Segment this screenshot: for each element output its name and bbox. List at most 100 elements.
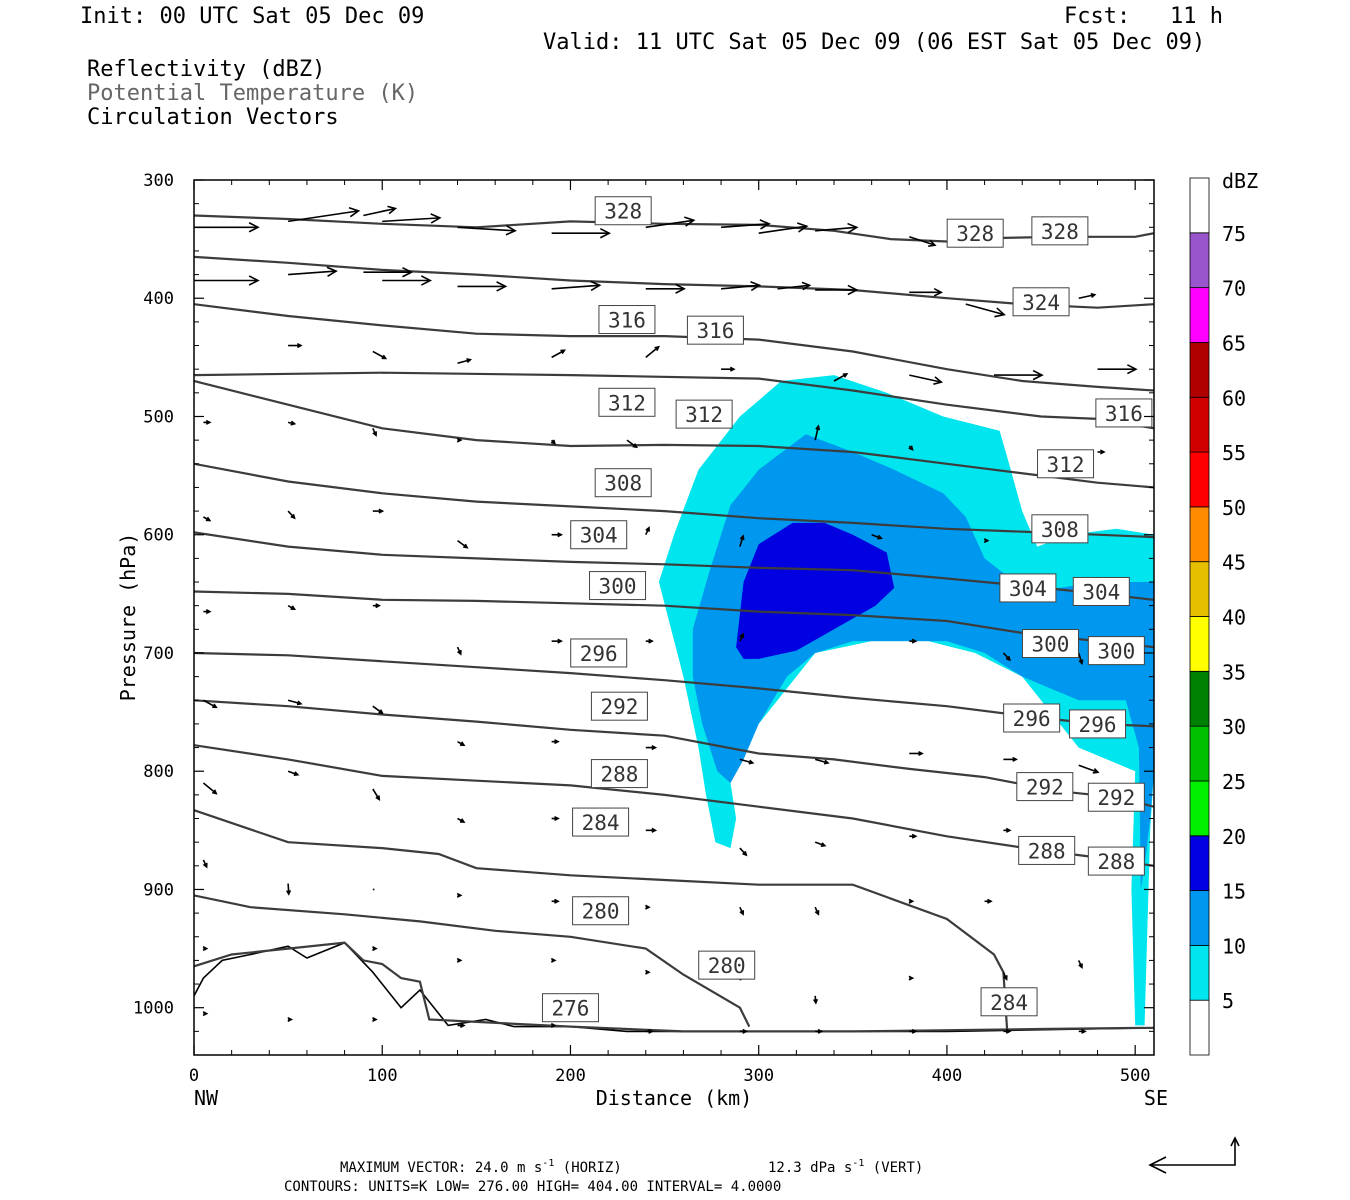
circulation-vector [1078,764,1100,774]
y-tick-label: 900 [143,880,174,900]
y-tick-label: 400 [143,289,174,309]
theta-label-box [1031,514,1089,544]
colorbar-label: 5 [1222,989,1234,1013]
field-label-theta: Potential Temperature (K) [87,81,419,106]
theta-label-box [1018,835,1076,865]
circulation-vector [551,532,564,538]
reflectivity-layer [658,375,1154,1026]
colorbar-label: 40 [1222,606,1246,630]
circulation-vector [814,906,820,916]
x-tick-label: 400 [932,1066,963,1086]
theta-label-box [1087,846,1145,876]
circulation-vector [457,281,508,292]
theta-label-box [589,571,647,601]
circulation-vector [372,1016,378,1023]
theta-label-box [570,638,628,668]
circulation-vector [203,419,212,425]
theta-label-324: 324 [1022,291,1060,315]
field-label-vectors: Circulation Vectors [87,105,339,130]
colorbar-label: 65 [1222,331,1246,355]
circulation-vector [909,1028,918,1034]
max-vector-vert: 12.3 dPa s-1 (VERT) [768,1158,923,1176]
x-tick-label: 200 [555,1066,586,1086]
circulation-vector [777,281,812,291]
theta-label-296: 296 [1013,707,1051,731]
theta-label-box [1003,703,1061,733]
circulation-vector [1077,960,1083,970]
circulation-vector [456,437,463,443]
theta-label-box [1031,216,1089,246]
colorbar-swatch [1189,670,1210,727]
circulation-vector [645,216,696,229]
colorbar-swatch [1189,616,1210,672]
theta-label-312: 312 [1047,453,1085,477]
circulation-vectors [194,205,1138,1034]
circulation-vector [1078,1028,1087,1034]
circulation-vector [550,1022,557,1028]
endpoint-right-label: SE [1144,1086,1168,1110]
theta-contour-324 [194,255,1154,309]
theta-label-box [572,896,630,926]
colorbar-label: 55 [1222,441,1246,465]
colorbar-label: 70 [1222,277,1246,301]
theta-label-288: 288 [1028,839,1066,863]
theta-label-280: 280 [582,900,620,924]
theta-label-box [1037,449,1095,479]
theta-label-box [590,691,648,721]
terrain-layer [194,941,1154,1033]
circulation-vector [372,427,377,437]
circulation-vector [287,206,361,223]
circulation-vector [288,343,303,349]
theta-label-308: 308 [604,472,642,496]
theta-label-304: 304 [580,524,618,548]
circulation-vector [372,705,384,715]
theta-contour-312 [194,379,1154,489]
circulation-vector [815,222,859,234]
valid-time: Valid: 11 UTC Sat 05 Dec 09 (06 EST Sat … [543,30,1206,55]
theta-label-288: 288 [600,763,638,787]
theta-label-box [598,387,656,417]
circulation-vector [203,699,218,709]
colorbar-swatch [1189,396,1210,453]
theta-label-312: 312 [608,391,646,415]
circulation-vector [908,898,915,904]
theta-label-box [999,573,1057,603]
circulation-vector [286,883,292,896]
circulation-vector [871,533,883,540]
circulation-vector [551,638,564,644]
theta-label-292: 292 [1026,776,1064,800]
theta-label-328: 328 [956,222,994,246]
circulation-vector [457,817,466,823]
circulation-vector [909,374,944,385]
circulation-vector [202,1011,209,1017]
circulation-vector [739,847,748,857]
colorbar-title: dBZ [1222,169,1258,193]
circulation-vector [550,957,557,963]
circulation-vector [203,516,212,522]
circulation-vector [287,699,303,706]
theta-label-box [1072,576,1130,606]
field-label-reflectivity: Reflectivity (dBZ) [87,57,326,82]
theta-label-box [675,399,733,429]
colorbar-swatch [1189,506,1210,563]
theta-label-296: 296 [580,642,618,666]
colorbar-label: 25 [1222,770,1246,794]
theta-label-box [572,807,630,837]
theta-label-box [541,993,599,1023]
theta-label-box [1069,709,1127,739]
circulation-vector [551,227,612,239]
circulation-vector [550,439,557,445]
circulation-vector [194,275,260,286]
circulation-vector [372,946,378,952]
circulation-vector [833,373,849,382]
plot-frame [193,179,1155,1056]
theta-label-box [594,196,652,226]
circulation-vector [814,758,830,765]
colorbar-label: 60 [1222,386,1246,410]
y-tick-label: 600 [143,526,174,546]
footer: MAXIMUM VECTOR: 24.0 m s-1 (HORIZ) 12.3 d… [284,1136,1240,1195]
colorbar-swatch [1189,561,1210,617]
colorbar-swatch [1189,780,1210,837]
theta-label-box [1012,287,1070,317]
